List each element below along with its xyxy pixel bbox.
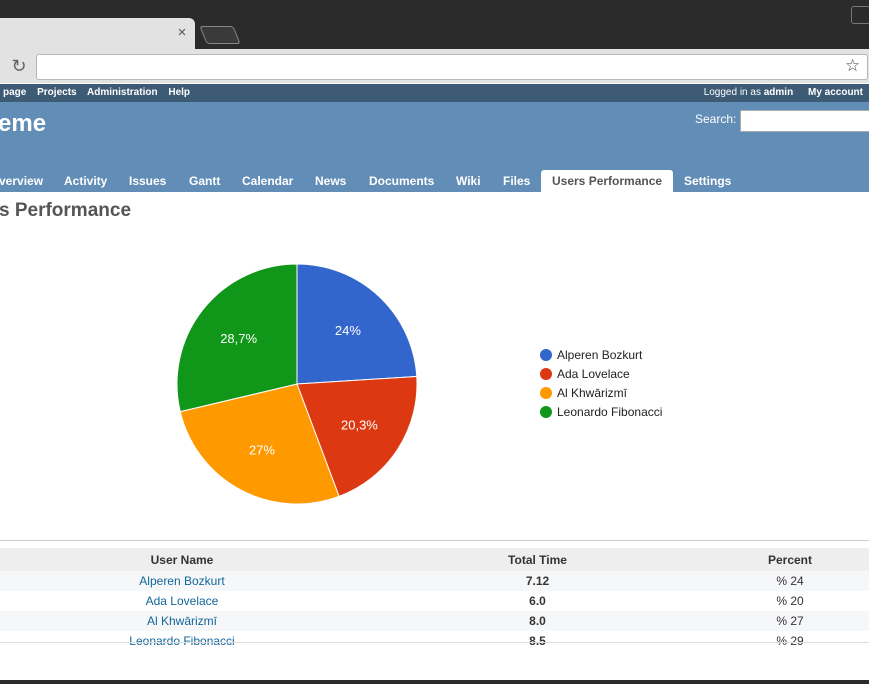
pie-slice-label: 27% [249,443,275,458]
chart-legend: Alperen Bozkurt Ada Lovelace Al Khwārizmī L… [540,348,662,419]
pie-slice-labels: 24% 20,3% 27% 28,7% [220,323,378,458]
table-bottom-border [0,642,869,643]
pie-slice-al-khw-rizm-[interactable] [179,383,340,505]
users-performance-table: User Name Total Time Percent Alperen Boz… [0,548,869,651]
page-title: s Performance [0,200,132,221]
legend-entry[interactable]: Al Khwārizmī [557,386,628,400]
project-title: eme [0,110,47,137]
legend-entry[interactable]: Leonardo Fibonacci [557,405,662,419]
window-bottom-edge [0,680,869,684]
percent-cell: % 27 [711,611,869,631]
user-link[interactable]: Leonardo Fibonacci [129,634,235,648]
search-label: Search: [695,112,737,126]
total-time-cell: 8.0 [364,611,711,631]
tab-settings[interactable]: Settings [684,174,732,188]
user-link[interactable]: Ada Lovelace [145,594,219,608]
total-time-cell: 6.0 [529,594,546,608]
col-header-percent[interactable]: Percent [711,548,869,571]
tab-gantt[interactable]: Gantt [189,174,221,188]
top-menu-help-link[interactable]: Help [168,87,191,98]
table-row: Al Khwārizmī 8.0 % 27 [0,611,869,631]
tab-close-icon[interactable]: × [177,24,187,41]
legend-swatch [540,406,552,418]
legend-swatch [540,368,552,380]
tab-issues[interactable]: Issues [129,174,167,188]
user-link[interactable]: Al Khwārizmī [146,614,217,628]
tab-news[interactable]: News [315,174,347,188]
tab-activity[interactable]: Activity [64,174,108,188]
table-row: Alperen Bozkurt 7.12 % 24 [0,571,869,591]
pie-slice-label: 24% [335,323,361,338]
top-menu-administration-link[interactable]: Administration [87,87,158,98]
tab-documents[interactable]: Documents [369,174,435,188]
table-row: Ada Lovelace 6.0 % 20 [0,591,869,611]
pie-slice-ada-lovelace[interactable] [296,375,418,498]
logged-in-prefix: Logged in as [703,87,764,98]
pie-slices [176,263,418,505]
table-row: Leonardo Fibonacci 8.5 % 29 [0,631,869,651]
legend-swatch [540,387,552,399]
users-performance-pie-chart: 24% 20,3% 27% 28,7% Alperen Bozkurt Ada Love… [176,263,662,505]
reload-icon[interactable]: ↻ [11,56,27,76]
divider [0,540,869,541]
pie-slice-alperen-bozkurt[interactable] [296,263,418,385]
tab-files[interactable]: Files [503,174,531,188]
project-header [0,102,869,192]
tab-overview[interactable]: verview [0,174,44,188]
bookmark-star-icon[interactable]: ☆ [845,56,861,75]
legend-entry[interactable]: Alperen Bozkurt [557,348,643,362]
address-bar[interactable] [36,54,868,80]
top-menu: page Projects Administration Help Logged… [0,84,869,102]
pie-slice-label: 28,7% [220,331,257,346]
browser-tab[interactable] [0,18,195,50]
table-header-row: User Name Total Time Percent [0,548,869,571]
total-time-cell: 7.12 [364,571,711,591]
legend-swatch [540,349,552,361]
tab-wiki[interactable]: Wiki [456,174,481,188]
my-account-link[interactable]: My account [807,87,863,98]
percent-cell: % 29 [776,634,804,648]
new-tab-button[interactable] [199,26,241,44]
logged-in-user-link[interactable]: admin [763,87,794,98]
percent-cell: % 20 [776,594,804,608]
tab-users-performance[interactable]: Users Performance [541,170,674,192]
legend-entry[interactable]: Ada Lovelace [557,367,630,381]
col-header-user-name[interactable]: User Name [0,548,364,571]
pie-slice-label: 20,3% [341,417,378,432]
top-menu-home-page-link[interactable]: page [3,87,27,98]
top-menu-projects-link[interactable]: Projects [37,87,77,98]
user-link[interactable]: Alperen Bozkurt [139,574,225,588]
total-time-cell: 8.5 [529,634,546,648]
pie-slice-leonardo-fibonacci[interactable] [176,263,298,413]
search-input[interactable] [740,110,869,132]
col-header-total-time[interactable]: Total Time [364,548,711,571]
window-control-button[interactable] [851,6,869,24]
percent-cell: % 24 [711,571,869,591]
tab-calendar[interactable]: Calendar [242,174,294,188]
